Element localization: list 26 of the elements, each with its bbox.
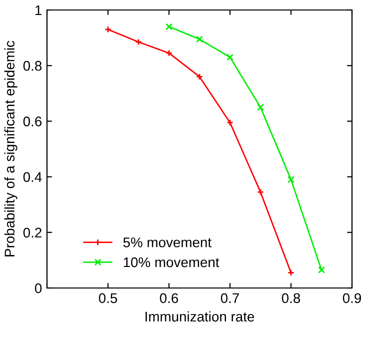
y-tick-label: 0.2 xyxy=(23,228,42,238)
x-tick-label: 0.8 xyxy=(282,293,300,304)
y-tick-label: 1 xyxy=(35,5,42,16)
point xyxy=(226,119,234,126)
point xyxy=(196,36,203,43)
point xyxy=(226,54,234,61)
point xyxy=(166,23,172,30)
legend-label: 5% movement xyxy=(123,238,212,248)
point xyxy=(166,50,172,57)
point xyxy=(288,176,294,184)
point xyxy=(257,188,264,196)
y-tick-label: 0.8 xyxy=(23,60,42,71)
point xyxy=(257,104,264,111)
legend-label: 10% movement xyxy=(124,257,220,268)
x-tick-label: 0.6 xyxy=(160,293,178,304)
y-axis-title: Probability of a significant epidemic xyxy=(4,40,18,256)
y-tick-label: 0 xyxy=(34,283,42,294)
point xyxy=(318,266,325,274)
x-tick-label: 0.7 xyxy=(220,293,239,304)
y-tick-label: 0.4 xyxy=(23,172,42,182)
x-tick-label: 0.5 xyxy=(98,293,118,304)
x-axis-title: Immunization rate xyxy=(146,311,254,322)
y-tick-label: 0.6 xyxy=(23,116,42,126)
point xyxy=(196,73,203,80)
point xyxy=(135,38,142,46)
x-tick-label: 0.9 xyxy=(342,293,361,304)
